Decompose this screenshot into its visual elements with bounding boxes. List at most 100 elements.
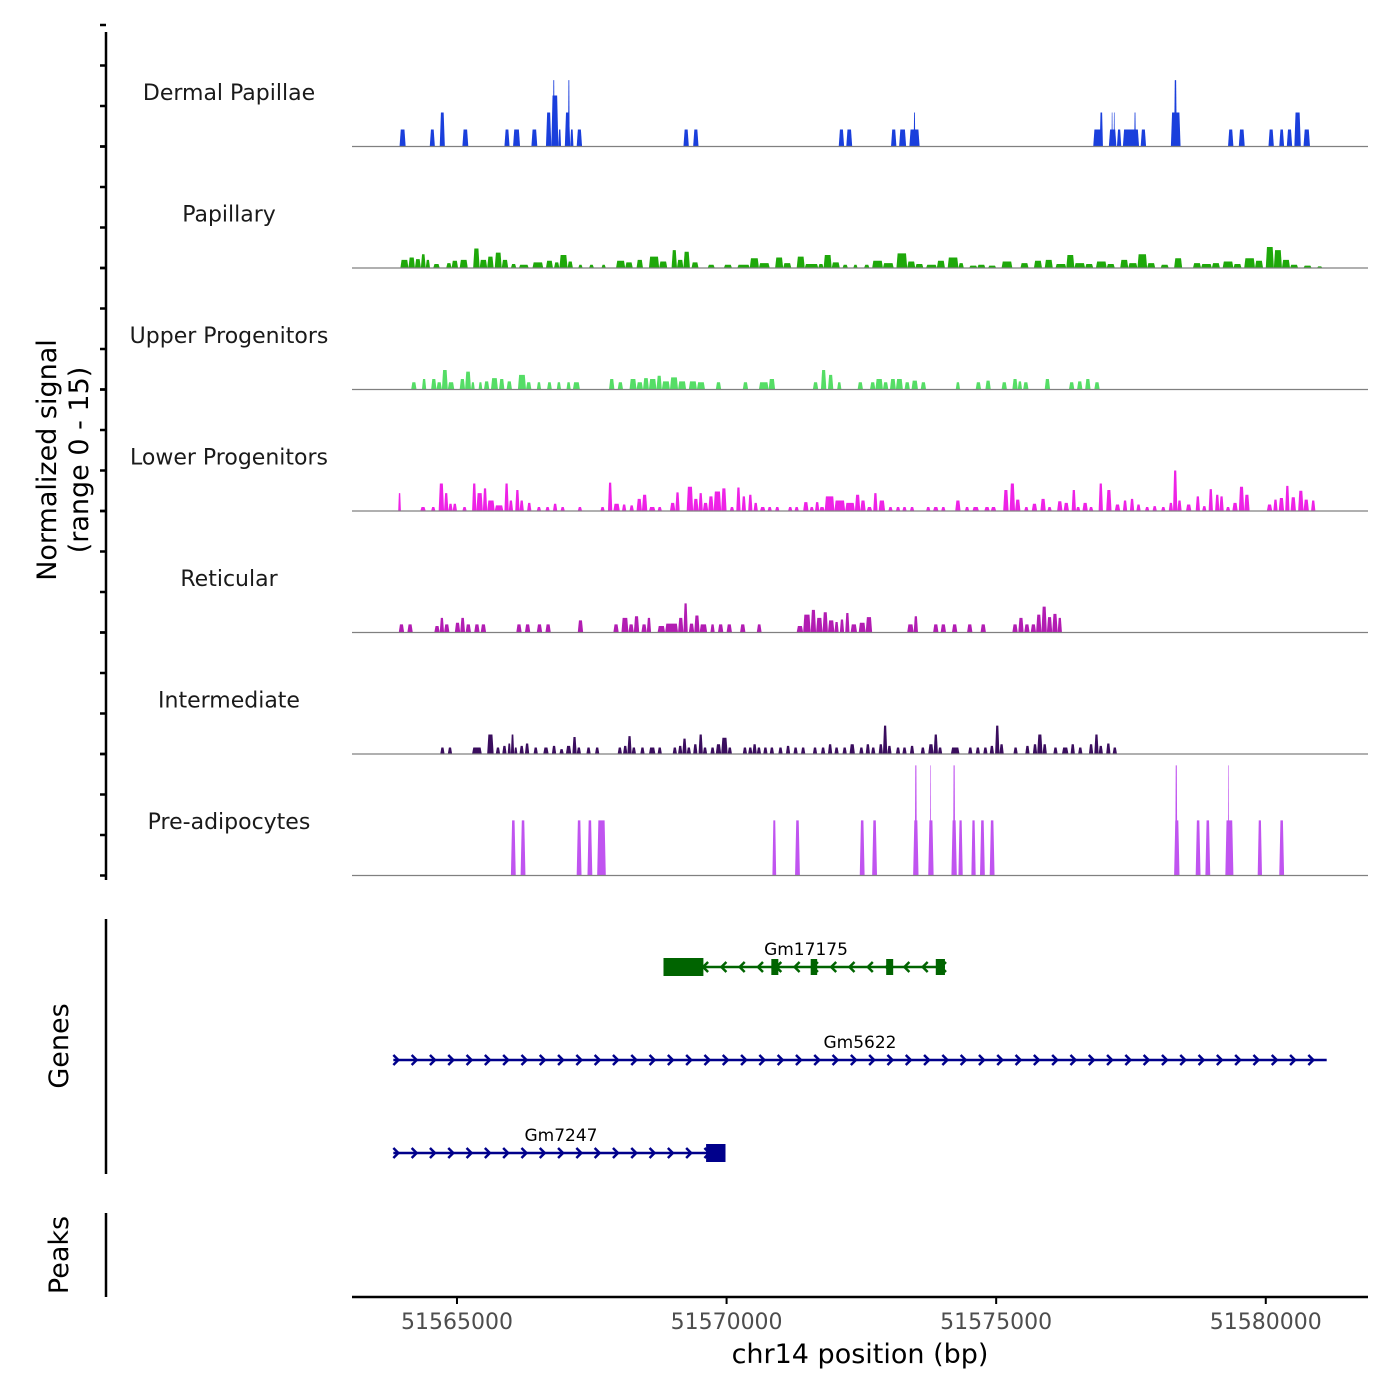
signal-peak [859,820,865,876]
signal-peak [983,747,988,754]
signal-peak [742,747,748,754]
signal-peak [920,382,927,390]
signal-peak [676,259,684,268]
signal-peak [665,623,679,633]
signal-peak [1031,503,1038,511]
y-axis-ticks [100,23,106,877]
signal-peak [1225,506,1231,511]
track-label: Reticular [180,567,278,592]
signal-peak [748,494,753,511]
track-upper-progenitors: Upper Progenitors [130,324,1368,391]
signal-peak [683,129,689,147]
gene-track: Gm17175 Gm5622 Gm7247 [392,940,1327,1162]
signal-peak [452,503,457,511]
signal-peak [1036,614,1042,633]
signal-peak [975,747,980,754]
signal-peak [1228,129,1234,147]
signal-peak [439,617,445,633]
signal-peak [682,738,687,754]
signal-peak [772,820,777,876]
signal-peak [617,747,622,754]
gene-gm17175: Gm17175 [663,940,947,976]
strand-arrow-icon [740,1054,748,1066]
signal-peak [536,382,542,390]
signal-peak [1094,734,1099,754]
strand-arrow-icon [959,1054,968,1066]
genes-axis-title: Genes [44,1003,75,1088]
signal-peak [870,382,876,390]
signal-peak [887,745,892,754]
signal-peak [933,506,939,511]
signal-peak [882,263,894,268]
signal-peak [767,506,772,511]
signal-peak [1106,743,1111,754]
exon [886,959,894,975]
signal-peak [902,747,907,754]
signal-peak [872,820,878,876]
signal-peak [487,500,495,511]
signal-peak [699,624,708,633]
signal-peak [727,747,732,754]
signal-peak [820,747,826,754]
strand-arrow-icon [792,961,801,973]
signal-peak [1106,263,1115,268]
signal-peak [545,260,553,268]
strand-arrow-icon [1161,1054,1169,1066]
strand-arrow-icon [866,961,874,973]
signal-peak [1144,506,1150,511]
signal-peak [812,747,818,754]
signal-peak [507,743,511,754]
signal-peak [1279,129,1285,147]
signal-peak [1015,499,1021,511]
signal-peak [478,382,483,390]
signal-peak [1273,499,1278,511]
signal-peak [688,623,695,633]
gene-gm5622: Gm5622 [392,1033,1327,1066]
signal-peak [487,256,494,268]
signal-peak [1077,381,1083,390]
signal-peak [845,502,855,511]
signal-peak [495,747,501,754]
signal-peak [795,820,800,876]
strand-arrow-icon [410,1147,419,1159]
signal-peak [838,129,845,147]
signal-peak [878,744,883,754]
signal-peak [1113,112,1115,147]
signal-peak [721,737,728,754]
signal-peak [576,820,582,876]
strand-arrow-icon [630,1147,639,1159]
signal-peak [1111,112,1113,147]
signal-peak [936,260,945,268]
signal-peak [517,374,526,390]
signal-peak [473,248,480,268]
signal-peak [1244,258,1255,268]
signal-peak [623,745,628,754]
signal-peak [628,624,634,633]
signal-peak [933,734,938,754]
signal-peak [617,382,624,390]
gene-label: Gm17175 [764,940,848,960]
signal-peak [494,505,504,511]
strand-arrow-icon [1032,1054,1041,1066]
signal-peak [1055,263,1067,268]
signal-peak [656,375,662,390]
signal-peak [444,493,449,511]
signal-peak [1020,263,1029,268]
signal-peak [756,747,762,754]
strand-arrow-icon [1069,1054,1078,1066]
signal-peak [707,264,715,268]
signal-peak [804,263,819,268]
strand-arrow-icon [719,961,728,973]
strand-arrow-icon [868,1054,876,1066]
signal-peak [502,745,507,754]
signal-peak [693,498,699,511]
strand-arrow-icon [575,1054,584,1066]
signal-peak [1286,129,1293,147]
signal-peak [812,382,819,390]
signal-peak [839,619,845,633]
signal-peak [459,378,466,390]
signal-peak [683,603,688,633]
signal-peak [1238,486,1245,511]
signal-peak [672,747,677,754]
strand-arrow-icon [831,1054,840,1066]
